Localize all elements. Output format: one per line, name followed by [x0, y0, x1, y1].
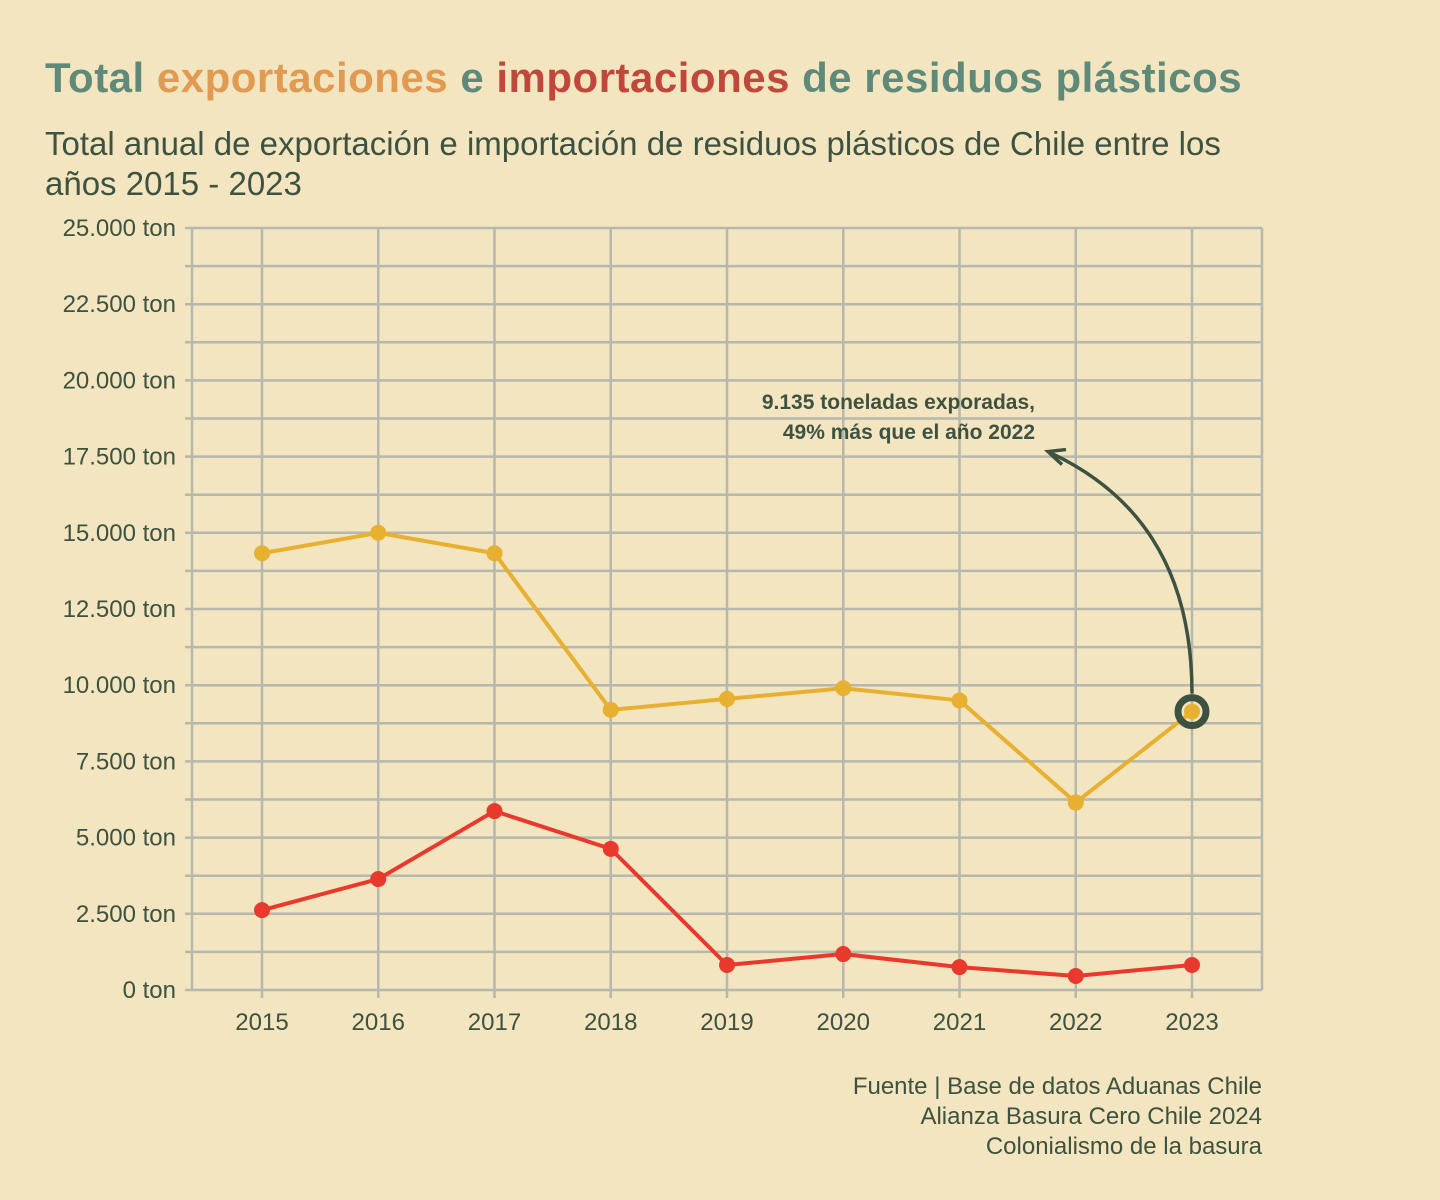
- y-tick-label: 5.000 ton: [76, 825, 176, 852]
- title-part: e: [448, 54, 497, 101]
- x-tick-label: 2015: [235, 1009, 288, 1036]
- x-tick-label: 2019: [700, 1009, 753, 1036]
- y-tick-label: 7.500 ton: [76, 748, 176, 775]
- data-point-importaciones: [1067, 967, 1084, 984]
- y-tick-label: 15.000 ton: [63, 520, 176, 547]
- data-point-exportaciones: [835, 680, 852, 697]
- annotation-text: 49% más que el año 2022: [783, 421, 1035, 444]
- data-point-importaciones: [835, 946, 852, 963]
- y-tick-label: 17.500 ton: [63, 444, 176, 471]
- y-tick-label: 22.500 ton: [63, 291, 176, 318]
- y-tick-label: 0 ton: [123, 977, 176, 1004]
- y-tick-label: 25.000 ton: [63, 215, 176, 242]
- chart-title: Total exportaciones e importaciones de r…: [45, 52, 1425, 104]
- source-line: Colonialismo de la basura: [985, 1133, 1262, 1160]
- data-point-importaciones: [254, 902, 270, 919]
- title-part: importaciones: [496, 54, 790, 101]
- data-point-importaciones: [1184, 957, 1200, 974]
- chart-subtitle: Total anual de exportación e importación…: [45, 125, 1221, 202]
- x-tick-label: 2023: [1165, 1009, 1218, 1036]
- y-tick-label: 12.500 ton: [63, 596, 176, 623]
- y-tick-label: 2.500 ton: [76, 901, 176, 928]
- x-tick-label: 2020: [817, 1009, 870, 1036]
- title-part: exportaciones: [156, 54, 449, 101]
- data-point-exportaciones: [254, 545, 270, 562]
- annotation-highlight-ring: [1174, 694, 1210, 730]
- x-tick-label: 2022: [1049, 1009, 1102, 1036]
- data-point-importaciones: [370, 871, 387, 888]
- data-point-exportaciones: [719, 690, 735, 707]
- data-point-exportaciones: [370, 524, 387, 541]
- source-line: Fuente | Base de datos Aduanas Chile: [852, 1073, 1262, 1100]
- source-note: Fuente | Base de datos Aduanas Chile Ali…: [853, 1072, 1262, 1162]
- x-tick-label: 2016: [352, 1009, 405, 1036]
- data-point-exportaciones: [602, 701, 619, 718]
- x-tick-label: 2018: [584, 1009, 637, 1036]
- data-point-exportaciones: [951, 692, 968, 709]
- y-tick-label: 10.000 ton: [63, 672, 176, 699]
- y-tick-label: 20.000 ton: [63, 367, 176, 394]
- arrowhead-icon: [1044, 447, 1067, 466]
- x-tick-label: 2021: [933, 1009, 986, 1036]
- annotation-arrow: [1051, 451, 1194, 694]
- data-point-importaciones: [719, 957, 735, 974]
- data-point-importaciones: [486, 803, 503, 820]
- title-part: de residuos plásticos: [789, 54, 1243, 101]
- source-line: Alianza Basura Cero Chile 2024: [920, 1103, 1262, 1130]
- data-point-exportaciones: [486, 545, 503, 562]
- data-point-importaciones: [602, 840, 619, 857]
- data-point-exportaciones: [1184, 703, 1200, 720]
- x-tick-label: 2017: [468, 1009, 521, 1036]
- data-point-exportaciones: [1067, 794, 1084, 811]
- title-part: Total: [45, 54, 157, 101]
- data-point-importaciones: [951, 959, 968, 976]
- annotation-text: 9.135 toneladas exporadas,: [762, 391, 1035, 414]
